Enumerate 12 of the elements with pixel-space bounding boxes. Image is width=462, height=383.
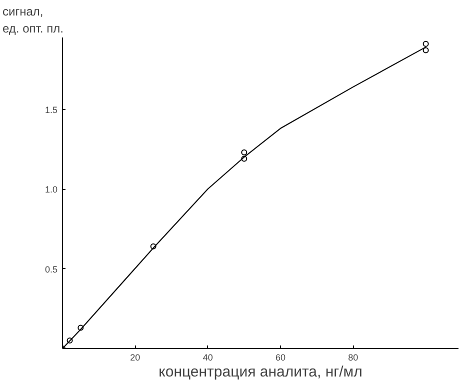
x-tick-label: 20 [130,352,140,362]
y-tick-label: 1.0 [44,184,58,195]
x-tick-label: 80 [348,352,358,362]
x-tick-label: 40 [202,352,213,362]
point [422,47,429,54]
y-tick-label: 0.5 [44,264,58,274]
point [422,40,429,47]
x-tick-label: 60 [275,352,286,362]
y-axis-title: сигнал, ед. опт. пл. [2,4,64,36]
point [241,149,248,156]
x-axis-title: концентрация аналита, нг/мл [158,364,362,380]
y-tick-label: 1.5 [44,104,58,115]
